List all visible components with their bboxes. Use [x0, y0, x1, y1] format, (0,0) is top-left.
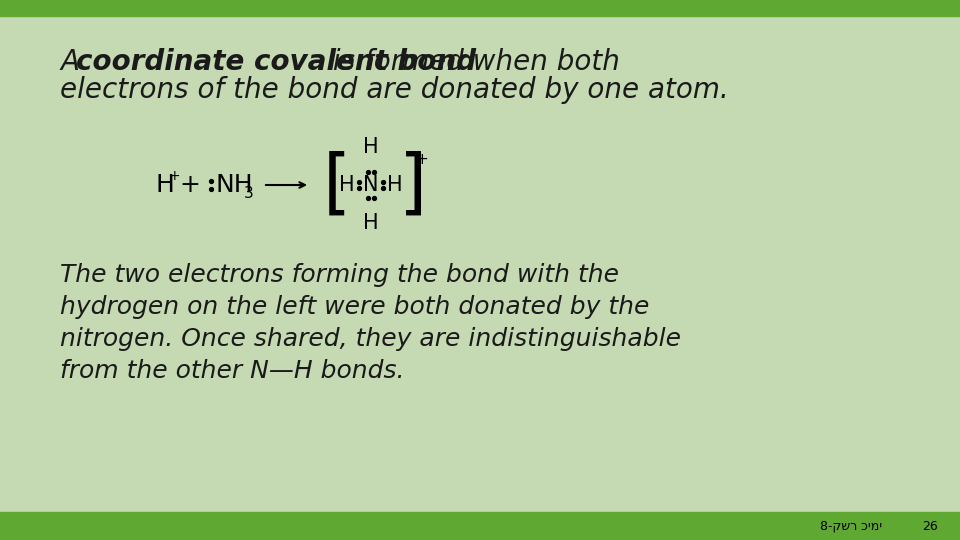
Text: +: +	[169, 169, 180, 183]
Text: [: [	[323, 151, 351, 219]
Text: H: H	[155, 173, 174, 197]
Text: 3: 3	[244, 186, 253, 200]
Text: coordinate covalent bond: coordinate covalent bond	[76, 48, 476, 76]
Text: nitrogen. Once shared, they are indistinguishable: nitrogen. Once shared, they are indistin…	[60, 327, 681, 351]
Text: ]: ]	[399, 151, 427, 219]
Text: +: +	[180, 173, 201, 197]
Text: N: N	[363, 175, 379, 195]
Text: 26: 26	[923, 519, 938, 532]
Text: H: H	[339, 175, 355, 195]
Text: from the other N—H bonds.: from the other N—H bonds.	[60, 359, 404, 383]
Text: A: A	[60, 48, 88, 76]
Text: 8-קשר כימי: 8-קשר כימי	[820, 519, 882, 532]
Text: +: +	[415, 152, 428, 167]
Text: hydrogen on the left were both donated by the: hydrogen on the left were both donated b…	[60, 295, 649, 319]
Bar	[0, 512, 960, 540]
Text: The two electrons forming the bond with the: The two electrons forming the bond with …	[60, 263, 619, 287]
Text: electrons of the bond are donated by one atom.: electrons of the bond are donated by one…	[60, 76, 729, 104]
Bar	[0, 0, 960, 16]
Text: H: H	[363, 137, 379, 157]
Text: NH: NH	[215, 173, 252, 197]
Text: is formed when both: is formed when both	[324, 48, 620, 76]
Text: H: H	[387, 175, 403, 195]
Text: H: H	[363, 213, 379, 233]
